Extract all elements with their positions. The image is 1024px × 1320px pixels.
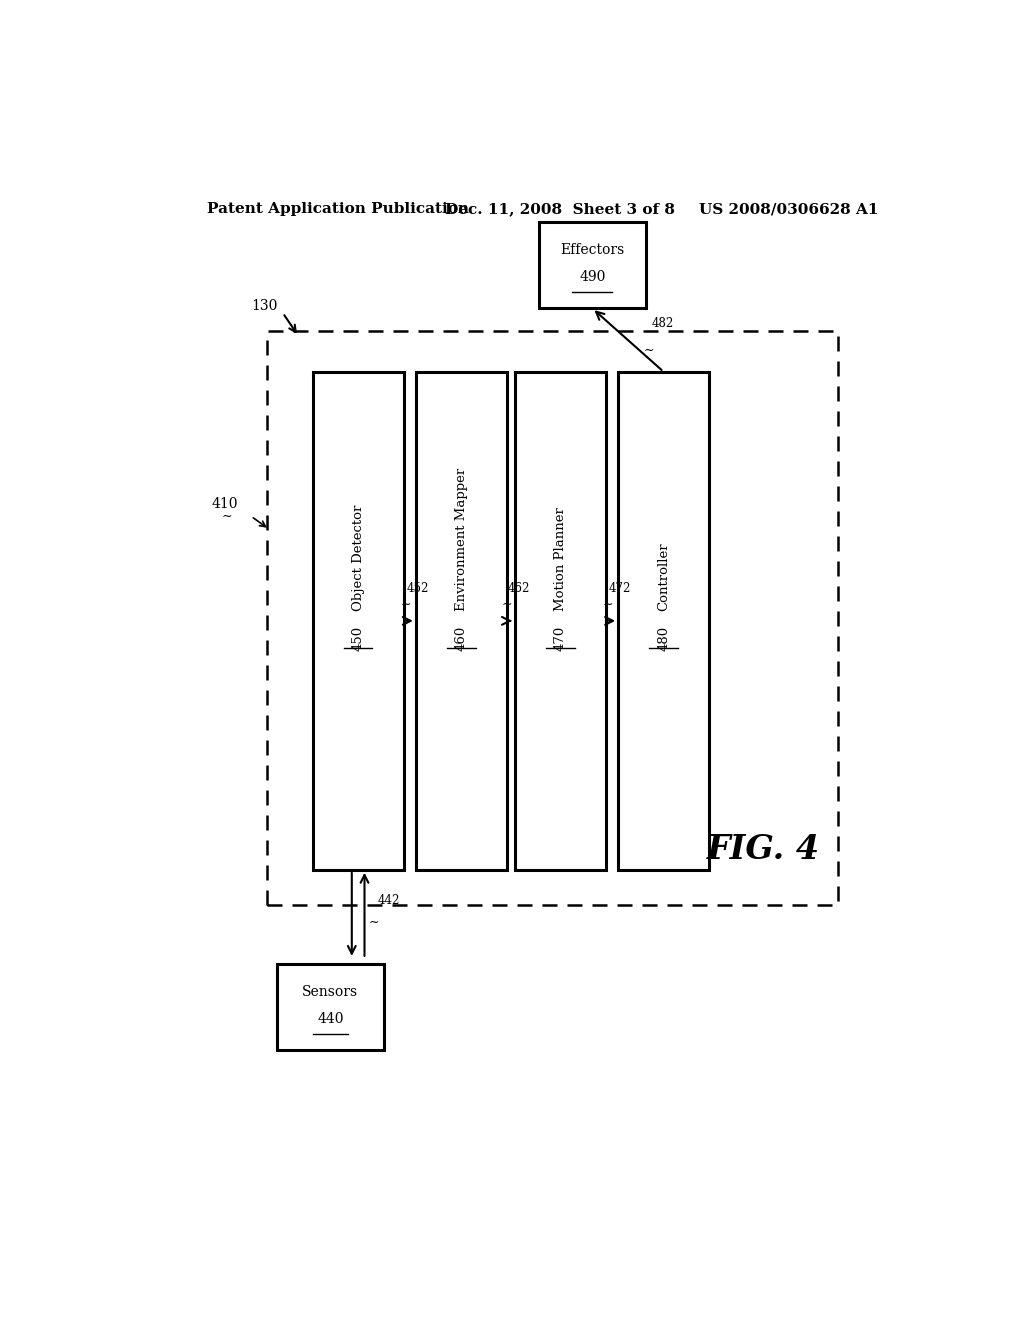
Text: US 2008/0306628 A1: US 2008/0306628 A1 <box>699 202 879 216</box>
Text: 470: 470 <box>554 626 567 651</box>
Bar <box>416 372 507 870</box>
Text: 130: 130 <box>251 298 278 313</box>
Text: Motion Planner: Motion Planner <box>554 507 567 611</box>
Bar <box>312 372 403 870</box>
Text: Effectors: Effectors <box>560 243 625 257</box>
Text: 460: 460 <box>455 626 468 651</box>
Bar <box>539 222 646 309</box>
Text: 450: 450 <box>351 626 365 651</box>
Text: 462: 462 <box>508 582 530 595</box>
Text: Controller: Controller <box>657 543 670 611</box>
Bar <box>515 372 606 870</box>
Text: ∼: ∼ <box>221 510 232 523</box>
Text: ∼: ∼ <box>369 916 379 928</box>
Text: Object Detector: Object Detector <box>351 504 365 611</box>
Text: 490: 490 <box>579 271 605 284</box>
Text: ∼: ∼ <box>644 343 654 356</box>
Bar <box>276 964 384 1051</box>
Text: 452: 452 <box>407 582 429 595</box>
Text: ∼: ∼ <box>603 598 613 611</box>
Text: 480: 480 <box>657 626 670 651</box>
Text: 482: 482 <box>652 317 674 330</box>
Bar <box>267 331 839 906</box>
Text: 440: 440 <box>317 1012 344 1026</box>
Text: Dec. 11, 2008  Sheet 3 of 8: Dec. 11, 2008 Sheet 3 of 8 <box>445 202 676 216</box>
Text: Environment Mapper: Environment Mapper <box>455 467 468 611</box>
Text: 442: 442 <box>378 894 400 907</box>
Text: Patent Application Publication: Patent Application Publication <box>207 202 469 216</box>
Text: FIG. 4: FIG. 4 <box>707 833 819 866</box>
Bar <box>618 372 710 870</box>
Text: Sensors: Sensors <box>302 985 358 999</box>
Text: 410: 410 <box>211 496 238 511</box>
Text: ∼: ∼ <box>502 598 512 611</box>
Text: ∼: ∼ <box>400 598 411 611</box>
Text: 472: 472 <box>609 582 631 595</box>
